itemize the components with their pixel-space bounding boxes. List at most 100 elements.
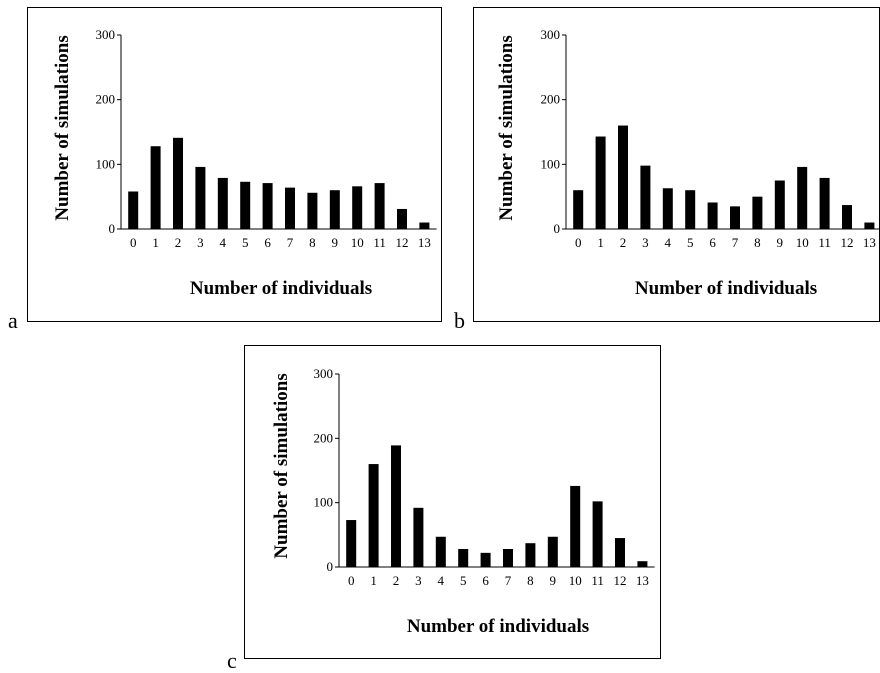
- x-tick-label: 10: [796, 235, 809, 250]
- x-tick-label: 1: [597, 235, 604, 250]
- panel-letter-c: c: [227, 648, 237, 673]
- bar-6: [707, 202, 718, 229]
- x-tick-label: 7: [505, 573, 512, 588]
- y-tick-label: 0: [109, 221, 116, 236]
- x-tick-label: 5: [687, 235, 694, 250]
- x-tick-label: 9: [777, 235, 784, 250]
- x-axis-title: Number of individuals: [190, 278, 372, 299]
- y-tick-label: 100: [541, 156, 561, 171]
- x-tick-label: 9: [550, 573, 557, 588]
- x-tick-label: 4: [438, 573, 445, 588]
- panel-letter-b: b: [454, 308, 465, 333]
- x-tick-label: 3: [197, 235, 204, 250]
- bar-0: [128, 191, 139, 229]
- bar-9: [329, 190, 340, 229]
- bar-6: [480, 552, 491, 567]
- bar-10: [570, 485, 581, 567]
- x-tick-label: 1: [370, 573, 377, 588]
- bar-7: [730, 206, 740, 229]
- panel-letter-a: a: [8, 308, 18, 333]
- bar-13: [864, 222, 875, 229]
- bar-7: [285, 187, 295, 229]
- x-tick-label: 0: [575, 235, 582, 250]
- x-tick-label: 8: [309, 235, 316, 250]
- bar-8: [307, 192, 318, 229]
- y-tick-label: 300: [96, 27, 116, 42]
- x-tick-label: 0: [130, 235, 137, 250]
- x-tick-label: 5: [460, 573, 467, 588]
- x-tick-label: 8: [754, 235, 761, 250]
- y-tick-label: 0: [327, 559, 334, 574]
- bar-4: [435, 536, 446, 567]
- bar-10: [352, 186, 363, 229]
- x-tick-label: 5: [242, 235, 249, 250]
- y-tick-label: 100: [96, 156, 116, 171]
- x-tick-label: 3: [415, 573, 422, 588]
- x-tick-label: 2: [393, 573, 400, 588]
- chart-panel-c: 0 100 200 300 0 1 2 3 4 5 6 7 8 9 10 11 12 13 Number of in…: [244, 345, 661, 659]
- y-tick-label: 200: [541, 92, 561, 107]
- y-tick-label: 300: [541, 27, 561, 42]
- bar-3: [413, 507, 424, 567]
- x-tick-label: 6: [482, 573, 489, 588]
- x-tick-label: 9: [332, 235, 339, 250]
- y-tick-label: 200: [314, 430, 334, 445]
- bar-13: [637, 561, 648, 567]
- x-tick-label: 3: [642, 235, 649, 250]
- x-tick-label: 11: [373, 235, 386, 250]
- x-tick-label: 10: [569, 573, 582, 588]
- y-tick-label: 300: [314, 366, 334, 381]
- bar-13: [419, 222, 430, 229]
- x-tick-label: 7: [732, 235, 739, 250]
- x-tick-label: 10: [351, 235, 364, 250]
- bar-5: [685, 190, 696, 229]
- bar-4: [217, 177, 228, 229]
- x-axis-title: Number of individuals: [635, 278, 817, 299]
- bar-1: [595, 136, 606, 229]
- y-tick-label: 0: [554, 221, 561, 236]
- bar-3: [640, 165, 651, 229]
- bar-0: [573, 190, 584, 229]
- bar-11: [819, 177, 830, 229]
- x-tick-label: 11: [818, 235, 831, 250]
- y-tick-label: 200: [96, 92, 116, 107]
- x-tick-label: 12: [614, 573, 627, 588]
- bar-9: [547, 536, 558, 567]
- y-tick-label: 100: [314, 495, 334, 510]
- bar-5: [458, 548, 469, 567]
- bar-9: [774, 180, 785, 229]
- chart-panel-b: 0 100 200 300 0 1 2 3 4 5 6 7 8 9 10 11 12 13 Number of in…: [473, 7, 880, 322]
- y-axis-title: Number of simulations: [496, 35, 517, 220]
- bar-11: [374, 183, 385, 229]
- x-tick-label: 13: [418, 235, 431, 250]
- bar-7: [503, 548, 513, 567]
- x-tick-label: 11: [591, 573, 604, 588]
- x-tick-label: 2: [620, 235, 627, 250]
- bar-8: [752, 196, 763, 229]
- bar-10: [797, 166, 808, 229]
- x-tick-label: 0: [348, 573, 355, 588]
- x-tick-label: 4: [665, 235, 672, 250]
- y-axis-title: Number of simulations: [271, 373, 292, 558]
- bar-0: [346, 520, 357, 567]
- bar-8: [525, 543, 536, 567]
- bar-1: [150, 146, 161, 229]
- x-tick-label: 12: [841, 235, 854, 250]
- chart-panel-a: 0 100 200 300 0 1 2 3 4 5 6 7 8 9 10 11 12 13 Number of in…: [27, 7, 442, 322]
- bar-2: [618, 125, 628, 229]
- bar-11: [592, 501, 603, 567]
- bar-2: [391, 445, 401, 567]
- x-tick-label: 4: [220, 235, 227, 250]
- bar-12: [615, 538, 625, 567]
- bar-2: [173, 137, 183, 229]
- x-tick-label: 13: [636, 573, 649, 588]
- bar-6: [262, 183, 273, 229]
- x-tick-label: 6: [709, 235, 716, 250]
- bar-5: [240, 181, 251, 229]
- y-axis-title: Number of simulations: [52, 35, 73, 220]
- x-tick-label: 2: [175, 235, 182, 250]
- x-axis-title: Number of individuals: [407, 616, 589, 637]
